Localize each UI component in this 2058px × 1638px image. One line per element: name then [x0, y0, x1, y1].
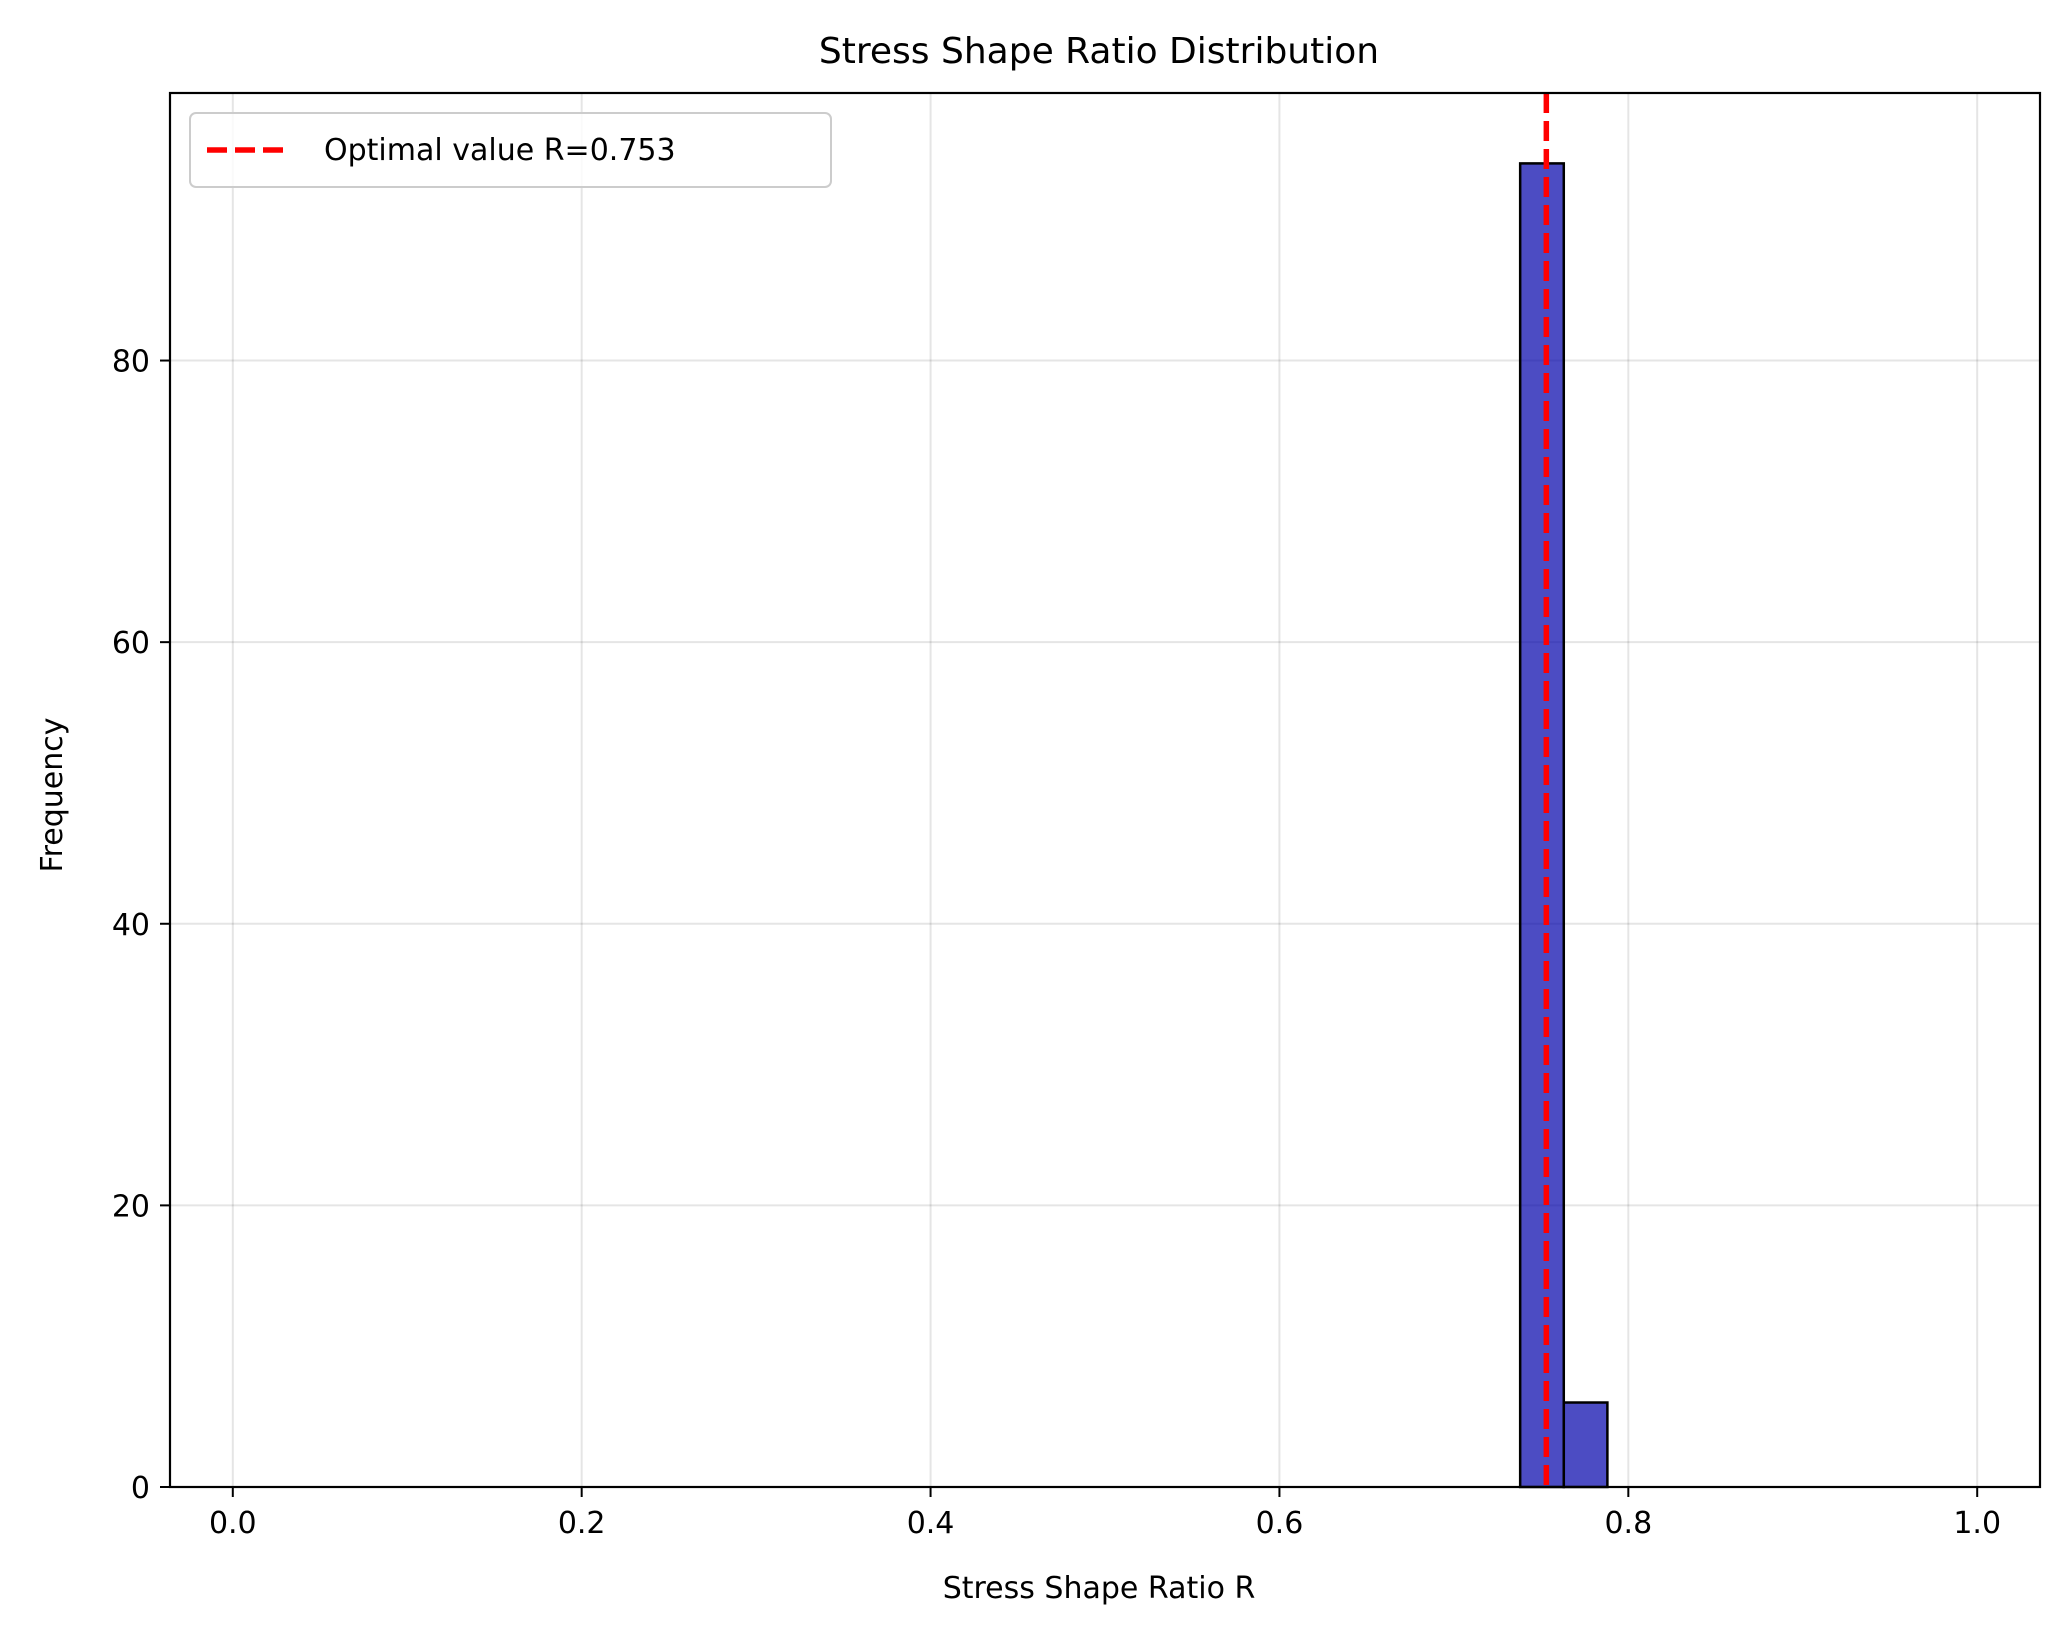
y-axis-ticks: 0 20 40 60 80: [112, 345, 170, 1506]
y-tick-label: 60: [112, 626, 150, 661]
histogram-bars: [253, 162, 1955, 1489]
plot-frame: [168, 91, 2042, 1489]
y-tick-label: 0: [131, 1471, 150, 1506]
legend-label: Optimal value R=0.753: [324, 133, 676, 168]
histogram-bar: [1518, 162, 1566, 1489]
x-axis-ticks: 0.0 0.2 0.4 0.6 0.8 1.0: [209, 1487, 2001, 1541]
chart-title: Stress Shape Ratio Distribution: [819, 31, 1379, 72]
histogram-bar: [1562, 1401, 1609, 1489]
y-tick-label: 40: [112, 908, 150, 943]
legend: Optimal value R=0.753: [189, 112, 832, 188]
x-tick-label: 0.2: [558, 1506, 606, 1541]
x-tick-label: 0.0: [209, 1506, 257, 1541]
y-axis-label: Frequency: [35, 718, 70, 873]
grid-lines: [170, 93, 2040, 1488]
y-tick-label: 20: [112, 1189, 150, 1224]
x-tick-label: 1.0: [1953, 1506, 2001, 1541]
x-axis-label: Stress Shape Ratio R: [943, 1571, 1256, 1606]
y-tick-label: 80: [112, 345, 150, 380]
x-tick-label: 0.8: [1604, 1506, 1652, 1541]
legend-box: [189, 112, 832, 188]
x-tick-label: 0.6: [1256, 1506, 1304, 1541]
x-tick-label: 0.4: [907, 1506, 955, 1541]
